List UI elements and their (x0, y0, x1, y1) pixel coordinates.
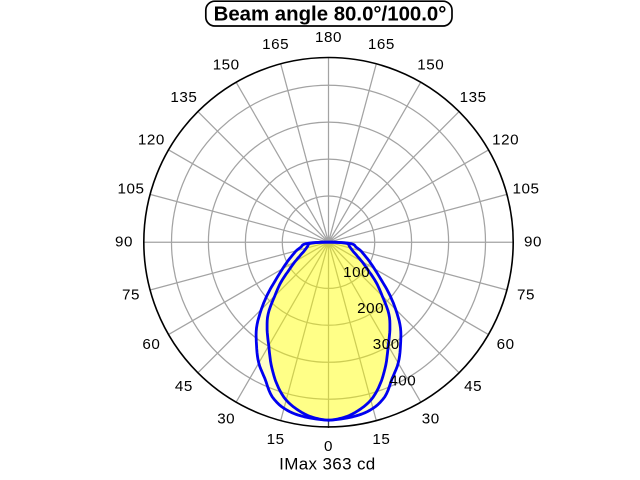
svg-text:15: 15 (267, 431, 285, 448)
svg-text:150: 150 (213, 57, 240, 74)
svg-text:15: 15 (372, 431, 390, 448)
svg-text:75: 75 (122, 287, 140, 304)
svg-text:60: 60 (142, 336, 160, 353)
svg-text:90: 90 (524, 234, 542, 251)
svg-text:30: 30 (217, 411, 235, 428)
svg-text:165: 165 (262, 36, 289, 53)
svg-text:200: 200 (357, 300, 384, 317)
svg-text:45: 45 (175, 378, 193, 395)
svg-text:90: 90 (115, 234, 133, 251)
svg-text:150: 150 (417, 57, 444, 74)
svg-text:165: 165 (368, 36, 395, 53)
svg-text:75: 75 (517, 287, 535, 304)
svg-text:Beam angle 80.0°/100.0°: Beam angle 80.0°/100.0° (214, 4, 447, 26)
svg-text:180: 180 (315, 29, 342, 46)
svg-text:0: 0 (324, 438, 333, 455)
svg-text:400: 400 (389, 373, 416, 390)
svg-text:135: 135 (460, 89, 487, 106)
svg-text:120: 120 (138, 131, 165, 148)
svg-text:135: 135 (170, 89, 197, 106)
svg-text:105: 105 (513, 181, 540, 198)
svg-text:300: 300 (373, 336, 400, 353)
svg-text:45: 45 (464, 378, 482, 395)
svg-text:100: 100 (343, 264, 370, 281)
svg-text:30: 30 (422, 411, 440, 428)
svg-text:105: 105 (118, 181, 145, 198)
svg-text:120: 120 (492, 131, 519, 148)
svg-text:IMax 363 cd: IMax 363 cd (279, 455, 375, 474)
svg-text:60: 60 (497, 336, 515, 353)
